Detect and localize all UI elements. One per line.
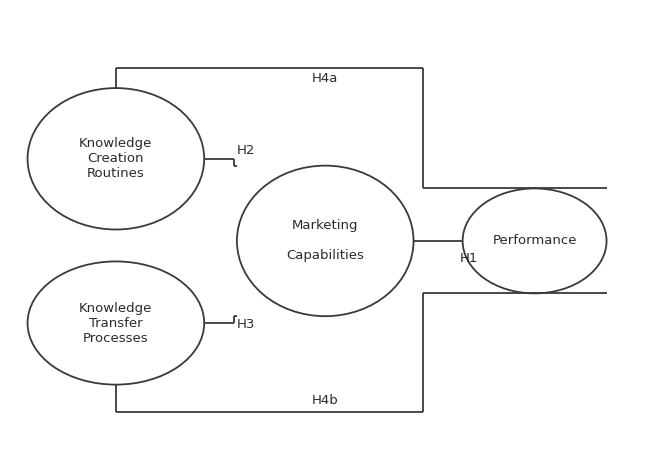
Text: Knowledge
Creation
Routines: Knowledge Creation Routines — [79, 137, 152, 180]
Text: Marketing

Capabilities: Marketing Capabilities — [286, 219, 364, 263]
Text: H1: H1 — [459, 252, 478, 265]
Text: Performance: Performance — [492, 235, 577, 247]
Text: H4a: H4a — [312, 72, 338, 85]
Text: H4b: H4b — [312, 394, 339, 408]
Text: H2: H2 — [237, 144, 256, 157]
Text: H3: H3 — [237, 319, 256, 331]
Text: Knowledge
Transfer
Processes: Knowledge Transfer Processes — [79, 302, 152, 345]
